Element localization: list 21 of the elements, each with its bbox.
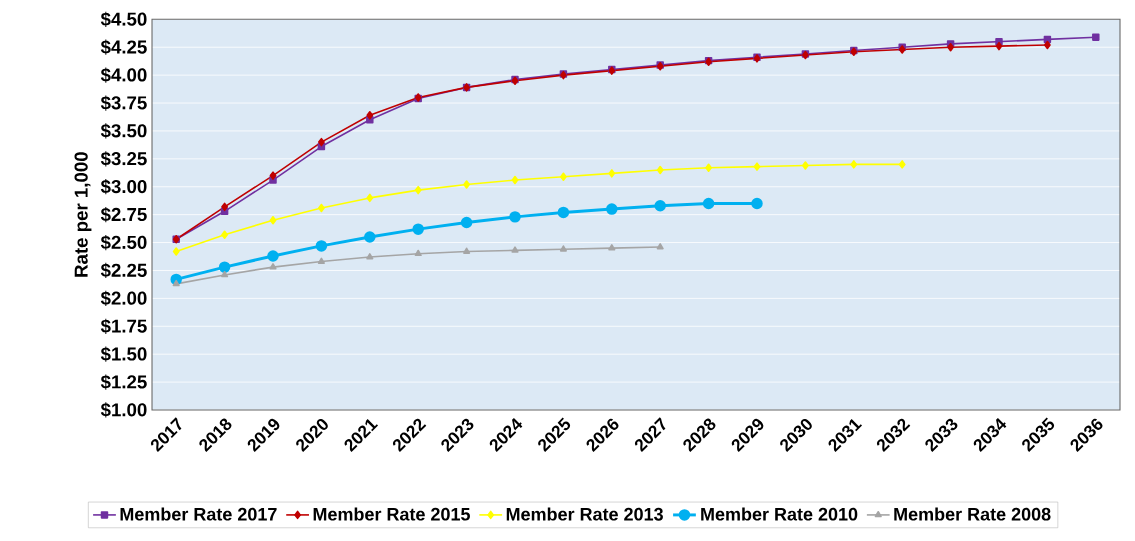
y-axis-title: Rate per 1,000 — [74, 152, 92, 277]
y-tick-label: $1.25 — [100, 374, 147, 390]
legend-label: Member Rate 2010 — [701, 507, 858, 521]
y-tick-label: $1.50 — [100, 346, 147, 362]
y-tick-label: $4.25 — [100, 39, 147, 55]
y-tick-label: $3.00 — [100, 179, 147, 195]
y-tick-label: $1.00 — [100, 402, 147, 418]
y-tick-label: $2.00 — [100, 290, 147, 306]
y-tick-label: $2.75 — [100, 207, 147, 223]
legend-label: Member Rate 2017 — [120, 507, 277, 521]
legend-label: Member Rate 2008 — [894, 507, 1051, 521]
y-tick-label: $4.00 — [100, 67, 147, 83]
y-tick-label: $4.50 — [100, 11, 147, 27]
y-tick-label: $3.50 — [100, 123, 147, 139]
y-tick-label: $1.75 — [100, 318, 147, 334]
legend-label: Member Rate 2013 — [506, 507, 663, 521]
y-tick-label: $2.25 — [100, 262, 147, 279]
y-tick-label: $3.75 — [100, 95, 147, 111]
legend-label: Member Rate 2015 — [313, 507, 470, 521]
y-tick-label: $2.50 — [100, 234, 147, 251]
y-tick-label: $3.25 — [100, 151, 147, 167]
